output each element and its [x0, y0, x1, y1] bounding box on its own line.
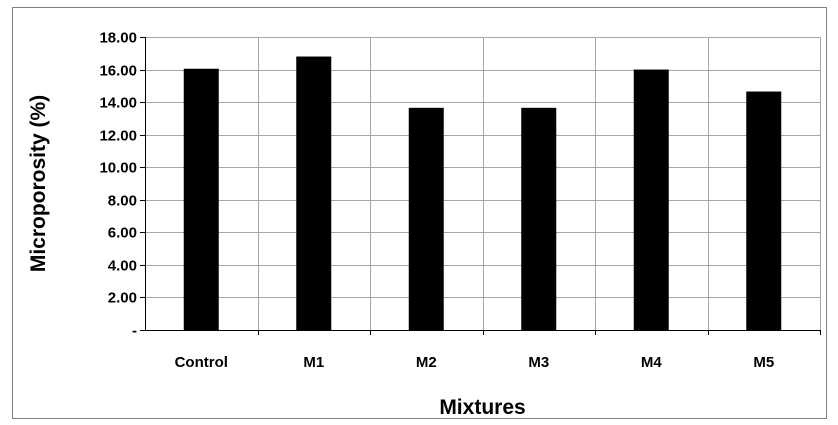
x-tick-label: M5: [753, 354, 774, 371]
y-tick-label: 14.00: [99, 95, 137, 112]
y-tick-label: 6.00: [108, 225, 137, 242]
x-tick-label: Control: [175, 354, 228, 371]
bar-m5: [746, 91, 782, 331]
y-tick-label: 18.00: [99, 30, 137, 47]
bars: [183, 56, 782, 331]
bar-m1: [296, 56, 332, 331]
y-tick-label: 8.00: [108, 193, 137, 210]
bar-control: [183, 68, 219, 330]
x-axis-title: Mixtures: [439, 396, 525, 419]
x-tick-labels: Control M1 M2 M3 M4 M5: [175, 354, 775, 371]
y-axis-title: Microporosity (%): [27, 95, 50, 272]
x-tick-label: M4: [641, 354, 662, 371]
y-tick-label: 12.00: [99, 128, 137, 145]
bar-m3: [521, 107, 557, 330]
y-tick-label: 10.00: [99, 160, 137, 177]
grid-lines: [145, 37, 821, 330]
y-tick-labels: - 2.00 4.00 6.00 8.00 10.00 12.00 14.00 16.00 18.…: [99, 30, 137, 340]
bar-m2: [408, 107, 444, 330]
y-tick-label: 4.00: [108, 258, 137, 275]
y-tick-label: 2.00: [108, 290, 137, 307]
x-tick-label: M3: [528, 354, 549, 371]
axes: [140, 37, 821, 335]
x-tick-label: M2: [416, 354, 437, 371]
x-tick-label: M1: [303, 354, 324, 371]
y-tick-label: 16.00: [99, 63, 137, 80]
bar-m4: [633, 69, 669, 331]
y-tick-label: -: [132, 323, 137, 340]
